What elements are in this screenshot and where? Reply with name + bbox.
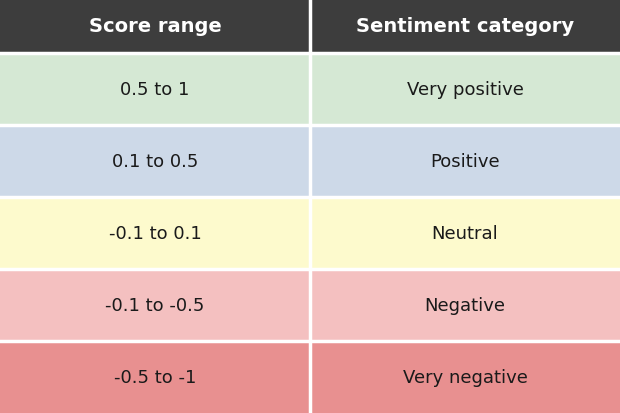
Text: Sentiment category: Sentiment category [356, 17, 574, 36]
Bar [0, 197, 310, 269]
Text: Negative: Negative [425, 296, 505, 314]
Bar [0, 341, 310, 413]
Text: -0.1 to -0.5: -0.1 to -0.5 [105, 296, 205, 314]
Text: Score range: Score range [89, 17, 221, 36]
Text: Neutral: Neutral [432, 224, 498, 242]
Bar [0, 0, 620, 54]
Text: 0.5 to 1: 0.5 to 1 [120, 81, 190, 99]
Bar [0, 54, 310, 126]
Bar [310, 126, 620, 197]
Bar [310, 341, 620, 413]
Bar [0, 269, 310, 341]
Text: Very positive: Very positive [407, 81, 523, 99]
Bar [310, 197, 620, 269]
Text: Very negative: Very negative [402, 368, 528, 386]
Text: -0.1 to 0.1: -0.1 to 0.1 [108, 224, 202, 242]
Text: -0.5 to -1: -0.5 to -1 [114, 368, 196, 386]
Text: Positive: Positive [430, 152, 500, 171]
Text: 0.1 to 0.5: 0.1 to 0.5 [112, 152, 198, 171]
Bar [310, 54, 620, 126]
Bar [0, 126, 310, 197]
Bar [310, 269, 620, 341]
